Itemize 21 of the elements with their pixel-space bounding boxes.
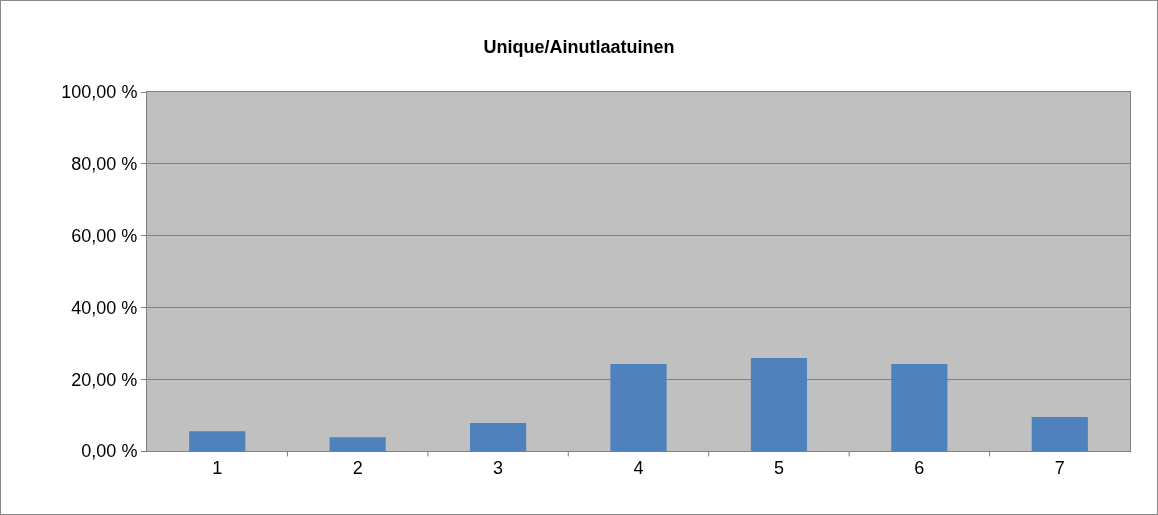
- x-tick-label: 2: [352, 457, 363, 478]
- bar: [891, 364, 948, 451]
- chart-title: Unique/Ainutlaatuinen: [483, 37, 675, 58]
- y-tick-label: 80,00 %: [71, 154, 138, 175]
- bar: [189, 431, 246, 451]
- x-tick-label: 1: [212, 457, 223, 478]
- x-tick-label: 3: [493, 457, 504, 478]
- bar: [469, 423, 527, 451]
- y-tick-label: 100,00 %: [61, 82, 138, 103]
- x-tick-label: 5: [773, 457, 784, 478]
- bar: [1031, 416, 1088, 451]
- x-tick-label: 6: [914, 457, 925, 478]
- y-tick-label: 20,00 %: [71, 369, 138, 390]
- x-tick-label: 7: [1054, 457, 1065, 478]
- bar: [610, 364, 667, 451]
- y-tick-label: 60,00 %: [71, 225, 138, 246]
- bar: [750, 358, 808, 451]
- y-tick-label: 0,00 %: [81, 441, 138, 462]
- y-tick-label: 40,00 %: [71, 297, 138, 318]
- x-tick-label: 4: [633, 457, 644, 478]
- bar: [329, 437, 386, 451]
